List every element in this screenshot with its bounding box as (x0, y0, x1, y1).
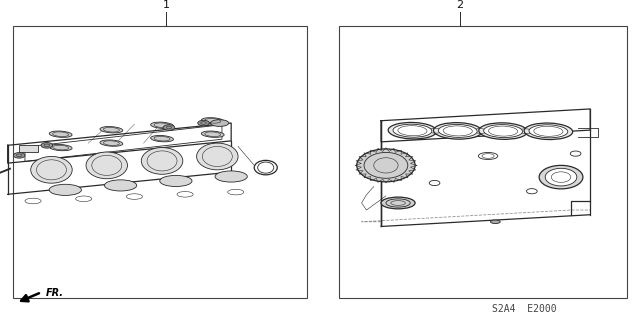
Ellipse shape (160, 175, 192, 187)
Ellipse shape (438, 124, 477, 137)
Text: S2A4  E2000: S2A4 E2000 (493, 304, 557, 315)
Ellipse shape (215, 171, 247, 182)
Ellipse shape (433, 123, 482, 139)
Ellipse shape (49, 184, 81, 196)
Text: 1: 1 (163, 0, 170, 10)
Ellipse shape (381, 197, 415, 209)
Ellipse shape (484, 124, 522, 138)
Circle shape (13, 153, 25, 158)
Ellipse shape (100, 127, 123, 133)
Ellipse shape (150, 135, 173, 142)
Bar (13, 26, 307, 298)
Ellipse shape (539, 165, 583, 189)
Ellipse shape (49, 131, 72, 137)
Ellipse shape (202, 131, 224, 137)
Ellipse shape (202, 118, 224, 124)
Ellipse shape (49, 144, 72, 151)
Ellipse shape (490, 220, 500, 224)
Ellipse shape (545, 168, 577, 186)
Text: 2: 2 (456, 0, 464, 10)
Circle shape (198, 120, 209, 126)
Ellipse shape (86, 152, 127, 179)
Ellipse shape (31, 156, 72, 183)
Ellipse shape (211, 120, 229, 126)
Ellipse shape (196, 143, 238, 170)
Bar (339, 26, 627, 298)
Ellipse shape (524, 123, 573, 140)
Ellipse shape (104, 180, 137, 191)
Ellipse shape (100, 140, 123, 146)
Circle shape (163, 125, 175, 130)
Ellipse shape (388, 123, 436, 139)
Ellipse shape (393, 124, 432, 137)
Ellipse shape (356, 149, 415, 182)
Ellipse shape (150, 122, 173, 128)
Ellipse shape (141, 148, 183, 174)
Circle shape (41, 142, 52, 148)
Ellipse shape (479, 123, 527, 139)
Bar (19, 145, 38, 152)
Text: FR.: FR. (46, 288, 64, 298)
Ellipse shape (529, 125, 568, 138)
